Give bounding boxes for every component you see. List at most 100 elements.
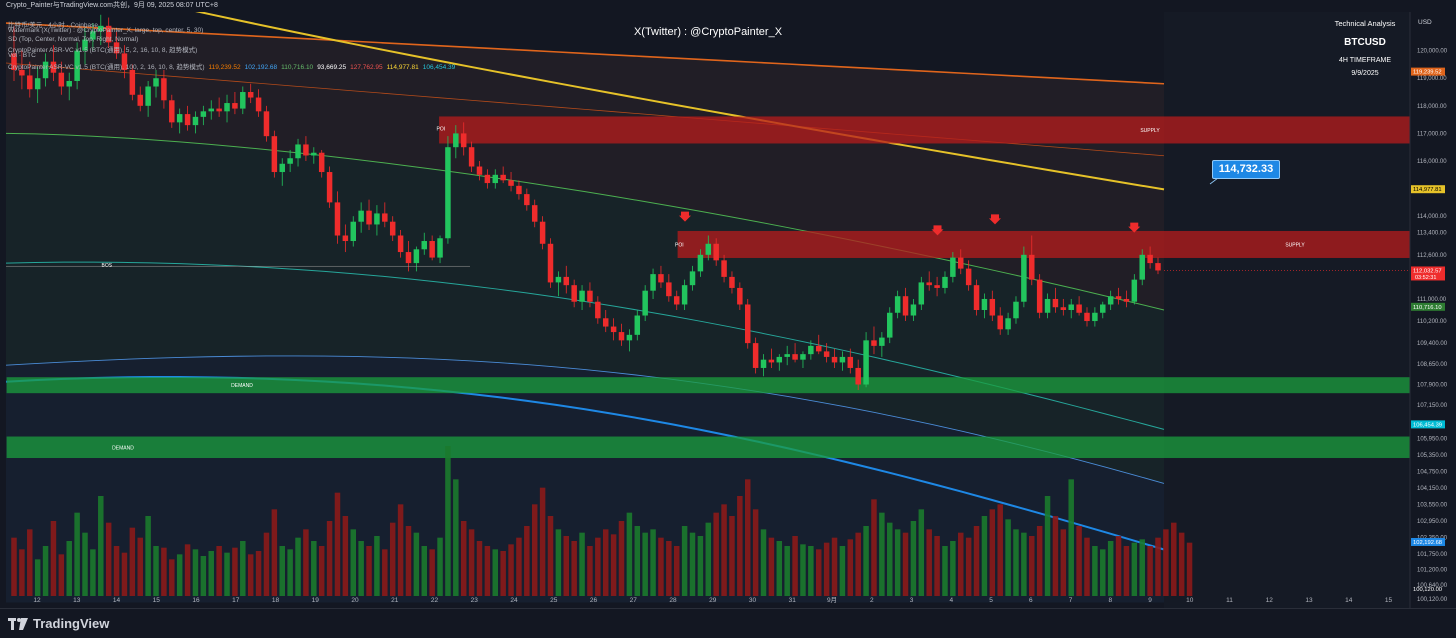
blue-band-outer-line: [5, 355, 1165, 484]
candle-body: [176, 114, 183, 123]
volume-bar: [389, 522, 396, 596]
volume-bar: [1005, 519, 1011, 596]
countdown-label: 03:52:31: [1415, 275, 1436, 281]
time-tick-label: 23: [471, 597, 479, 604]
price-target-callout[interactable]: 114,732.33: [1212, 160, 1280, 179]
volume-bar: [887, 522, 893, 596]
candle-body: [531, 205, 538, 222]
volume-bar: [405, 526, 412, 596]
candle-body: [232, 103, 238, 109]
analysis-info-block: Technical Analysis BTCUSD 4H TIMEFRAME 9…: [1320, 19, 1410, 77]
candle-body: [989, 298, 996, 316]
candle-body: [1021, 254, 1027, 302]
legend-line[interactable]: Vol · BTC: [8, 52, 36, 59]
candle-body: [816, 345, 822, 352]
volume-bar: [1100, 549, 1106, 596]
candle-body: [50, 61, 57, 73]
volume-bar: [958, 532, 964, 596]
down-arrow-marker: [989, 214, 1001, 225]
volume-bar: [823, 542, 830, 596]
price-tag-label: 119,239.52: [1413, 70, 1442, 76]
candle-body: [200, 111, 207, 117]
legend-line[interactable]: 比特币/美元 · 4小时 · Coinbase: [8, 19, 98, 29]
price-tag-label: 102,192.68: [1413, 540, 1442, 546]
price-tick-label: 100,120.00: [1417, 597, 1448, 603]
supply-zone-1: [677, 230, 1411, 258]
volume-bar: [366, 546, 372, 596]
candle-body: [981, 298, 988, 310]
volume-bar: [445, 446, 451, 596]
price-tick-label: 105,950.00: [1417, 436, 1448, 442]
candle-body: [460, 133, 467, 148]
candle-body: [524, 194, 530, 206]
candle-body: [318, 152, 325, 173]
volume-bar: [208, 551, 214, 596]
candle-body: [508, 180, 514, 186]
volume-bar: [224, 552, 230, 596]
volume-bar: [303, 529, 309, 596]
candle-body: [910, 304, 917, 316]
candle-body: [602, 318, 609, 327]
volume-bar: [737, 496, 743, 596]
price-tick-label: 100,640.00: [1417, 583, 1448, 589]
volume-bar: [816, 549, 822, 596]
legend-line[interactable]: Watermark (X(Twitter) : @CryptoPainter_X…: [8, 27, 203, 34]
volume-bar: [161, 547, 167, 596]
candle-body: [216, 108, 222, 112]
candle-body: [90, 31, 96, 40]
legend-line[interactable]: CryptoPainter ASR-VC v1.5 (BTC(通用), 100,…: [8, 61, 455, 71]
candle-body: [997, 315, 1003, 330]
volume-bar: [1139, 539, 1145, 596]
volume-bar: [524, 526, 530, 596]
green-mid-line: [5, 132, 1165, 311]
candle-body: [476, 166, 483, 175]
candle-body: [610, 326, 617, 333]
candle-body: [1155, 263, 1161, 271]
candle-body: [11, 53, 17, 70]
volume-bar: [1107, 541, 1114, 596]
middle-band-fill: [6, 133, 1164, 484]
time-tick-label: 13: [1305, 597, 1313, 604]
time-tick-label: 8: [1108, 597, 1112, 604]
volume-bar: [847, 539, 854, 596]
volume-bar: [1068, 479, 1074, 596]
candle-body: [74, 50, 80, 81]
price-tick-label: 101,750.00: [1417, 552, 1448, 558]
candle-body: [342, 235, 349, 242]
volume-bar: [831, 537, 838, 596]
legend-line[interactable]: SD (Top, Center, Normal, Top, Right, Nor…: [8, 36, 138, 43]
volume-layer: [11, 446, 1193, 596]
volume-bar: [58, 554, 65, 596]
candle-body: [1036, 279, 1043, 313]
volume-bar: [413, 532, 420, 596]
volume-bar: [634, 526, 641, 596]
volume-bar: [19, 549, 25, 596]
volume-bar: [926, 529, 932, 596]
candle-body: [737, 287, 743, 305]
volume-bar: [113, 546, 120, 596]
candle-body: [760, 359, 767, 368]
volume-bar: [382, 549, 388, 596]
volume-bar: [1021, 532, 1027, 596]
candle-body: [752, 343, 759, 368]
volume-bar: [279, 546, 285, 596]
candle-body: [776, 356, 783, 363]
volume-bar: [421, 546, 428, 596]
tradingview-logo[interactable]: TradingView: [8, 616, 109, 631]
volume-bar: [571, 541, 577, 596]
time-tick-label: 15: [1385, 597, 1393, 604]
volume-bar: [129, 527, 136, 596]
candle-body: [66, 80, 72, 87]
price-axis[interactable]: USD 120,000.00 119,000.00 118,000.00 117,000…: [1409, 12, 1456, 608]
time-tick-label: 26: [590, 597, 598, 604]
time-axis[interactable]: 12 13 14 15 16 17 18 19 20 21 22 23 24 25 26 27 28 29 30 31…: [33, 596, 1392, 604]
legend-line[interactable]: CryptoPainter ASR-VC v1.5 (BTC(通用), 5, 2…: [8, 44, 197, 54]
candle-body: [326, 172, 333, 203]
chart-title: Crypto_Painter与TradingView.com共创，9月 09, …: [6, 2, 218, 9]
candle-body: [366, 210, 372, 225]
legend-value: 102,192.68: [244, 63, 278, 71]
candle-body: [27, 75, 33, 90]
volume-bar: [1060, 529, 1067, 596]
volume-bar: [894, 529, 901, 596]
